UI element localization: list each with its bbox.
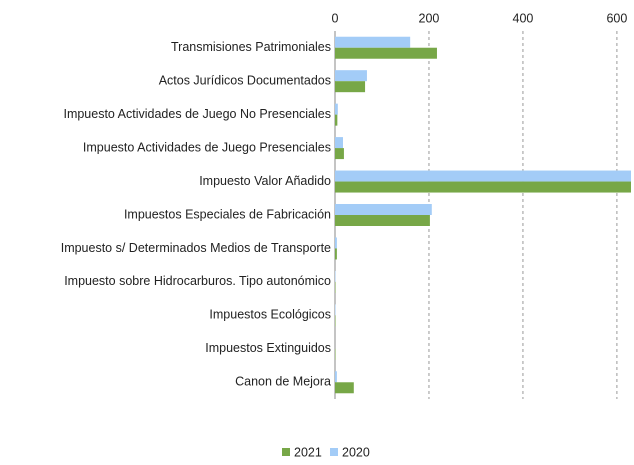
y-tick-label: Transmisiones Patrimoniales xyxy=(171,40,331,54)
bar xyxy=(335,248,337,259)
y-tick-label: Impuestos Ecológicos xyxy=(209,308,331,322)
legend-label: 2020 xyxy=(342,445,370,459)
bar xyxy=(335,115,337,126)
x-tick-label: 600 xyxy=(606,11,627,25)
legend-swatch xyxy=(282,448,290,456)
x-tick-label: 0 xyxy=(332,11,339,25)
bar xyxy=(335,37,410,48)
y-tick-label: Actos Jurídicos Documentados xyxy=(159,73,331,87)
x-tick-label: 400 xyxy=(513,11,534,25)
x-tick-label: 200 xyxy=(419,11,440,25)
y-tick-label: Impuesto sobre Hidrocarburos. Tipo auton… xyxy=(64,274,331,288)
y-tick-label: Impuesto s/ Determinados Medios de Trans… xyxy=(61,241,331,255)
bar xyxy=(335,382,354,393)
bar xyxy=(335,137,343,148)
bar xyxy=(335,171,631,182)
y-tick-label: Impuesto Actividades de Juego No Presenc… xyxy=(63,107,331,121)
bar xyxy=(335,70,367,81)
bar xyxy=(335,48,437,59)
bar xyxy=(335,204,432,215)
y-tick-label: Canon de Mejora xyxy=(235,375,331,389)
bar xyxy=(335,81,365,92)
bar xyxy=(335,215,430,226)
bar xyxy=(335,182,631,193)
bar xyxy=(335,104,338,115)
y-tick-label: Impuestos Especiales de Fabricación xyxy=(124,207,331,221)
legend-swatch xyxy=(330,448,338,456)
y-tick-label: Impuestos Extinguidos xyxy=(205,341,331,355)
bar xyxy=(335,148,344,159)
bar xyxy=(335,371,337,382)
legend-label: 2021 xyxy=(294,445,322,459)
y-tick-label: Impuesto Valor Añadido xyxy=(199,174,331,188)
bar xyxy=(335,237,337,248)
y-tick-label: Impuesto Actividades de Juego Presencial… xyxy=(83,140,331,154)
